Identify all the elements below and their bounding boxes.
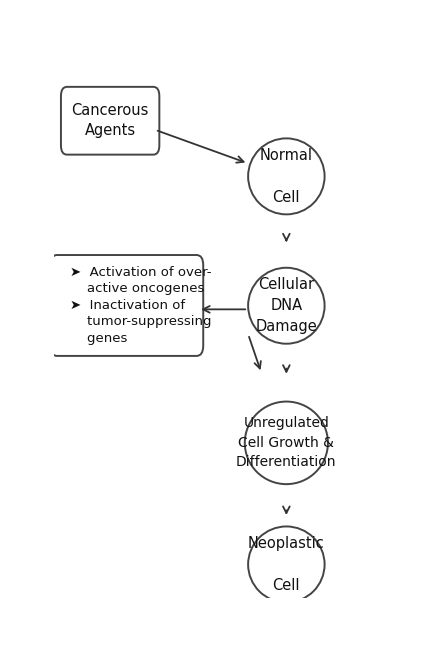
- Text: ➤  Activation of over-
    active oncogenes
➤  Inactivation of
    tumor-suppres: ➤ Activation of over- active oncogenes ➤…: [70, 266, 212, 345]
- Text: Unregulated
Cell Growth &
Differentiation: Unregulated Cell Growth & Differentiatio…: [236, 417, 337, 469]
- Ellipse shape: [248, 526, 325, 602]
- Text: Cellular
DNA
Damage: Cellular DNA Damage: [256, 278, 317, 334]
- Ellipse shape: [248, 267, 325, 343]
- Ellipse shape: [248, 138, 325, 214]
- Text: Cancerous
Agents: Cancerous Agents: [72, 103, 149, 138]
- FancyBboxPatch shape: [50, 255, 203, 356]
- FancyBboxPatch shape: [61, 87, 159, 155]
- Ellipse shape: [245, 402, 328, 484]
- Text: Neoplastic

Cell: Neoplastic Cell: [248, 536, 325, 593]
- Text: Normal

Cell: Normal Cell: [260, 148, 313, 205]
